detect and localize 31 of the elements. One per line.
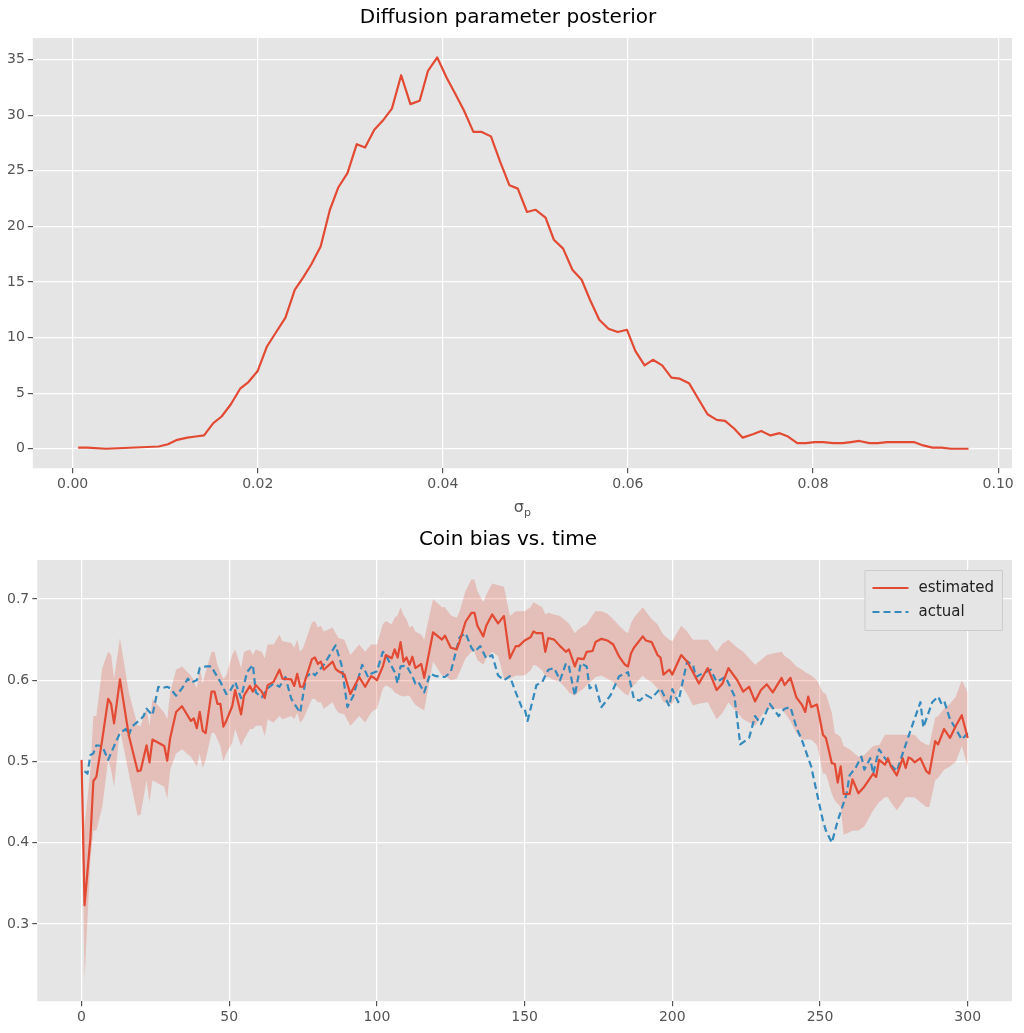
legend-label: actual <box>918 601 965 620</box>
x-tick-label: 300 <box>954 1008 982 1025</box>
x-tick-label: 0.08 <box>797 475 829 492</box>
x-tick-label: 0 <box>77 1008 87 1025</box>
y-tick-label: 0.3 <box>7 914 30 931</box>
line-series <box>83 632 969 844</box>
y-tick-label: 10 <box>6 328 25 345</box>
chart-title: Coin bias vs. time <box>418 526 598 551</box>
x-tick-label: 0.04 <box>427 475 459 492</box>
x-tick-label: 0.06 <box>612 475 644 492</box>
x-tick-label: 200 <box>658 1008 686 1025</box>
x-tick-label: 150 <box>511 1008 538 1025</box>
x-tick-label: 0.02 <box>242 475 274 492</box>
y-tick-label: 20 <box>6 217 25 234</box>
y-tick-label: 0.5 <box>7 752 30 769</box>
x-tick-label: 50 <box>220 1008 239 1025</box>
y-tick-label: 0 <box>15 439 25 456</box>
legend-label: estimated <box>918 577 994 596</box>
y-tick-label: 0.7 <box>7 589 30 606</box>
chart-title: Diffusion parameter posterior <box>359 4 657 29</box>
y-tick-label: 30 <box>6 105 25 122</box>
y-tick-label: 0.4 <box>7 833 30 850</box>
y-tick-label: 0.6 <box>7 670 30 687</box>
x-tick-label: 0.10 <box>982 475 1014 492</box>
y-tick-label: 25 <box>6 161 25 178</box>
y-tick-label: 35 <box>6 50 25 67</box>
x-tick-label: 100 <box>363 1008 391 1025</box>
y-tick-label: 5 <box>15 383 25 400</box>
x-tick-label: 250 <box>806 1008 834 1025</box>
y-tick-label: 15 <box>6 272 25 289</box>
x-tick-label: 0.00 <box>57 475 89 492</box>
